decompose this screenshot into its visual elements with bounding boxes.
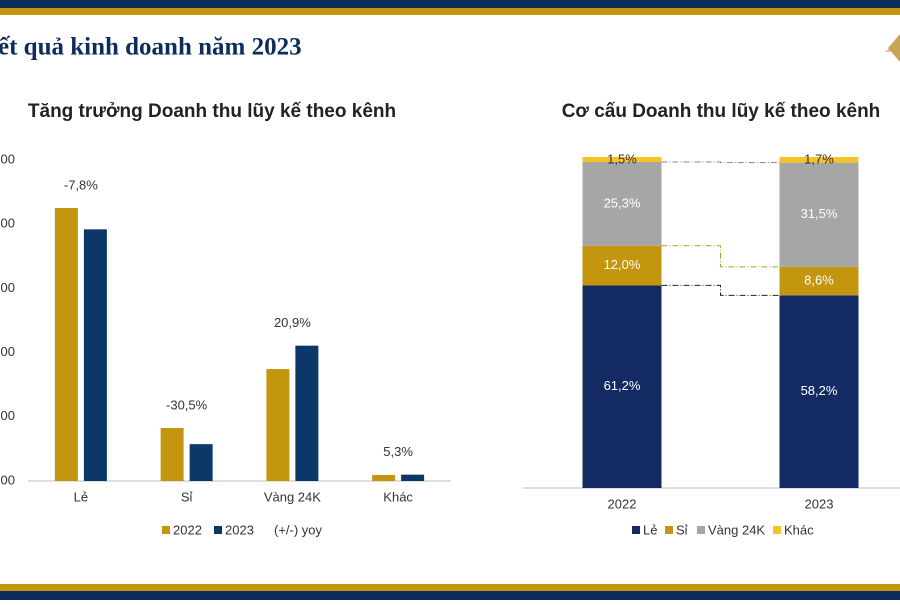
- value-label: 61,2%: [604, 378, 641, 393]
- bar-segment: [582, 161, 662, 246]
- value-label: 12,0%: [604, 257, 641, 272]
- top-band: [0, 8, 900, 15]
- legend-label: 2022: [173, 522, 202, 537]
- bar-segment: [582, 285, 662, 488]
- bottom-band: [0, 584, 900, 591]
- legend-label: (+/-) yoy: [274, 522, 323, 537]
- value-label: 25,3%: [604, 195, 641, 210]
- legend-swatch: [632, 526, 640, 534]
- bar: [160, 427, 184, 481]
- yoy-label: -7,8%: [64, 177, 98, 192]
- legend-swatch: [697, 526, 705, 534]
- legend-swatch: [773, 526, 781, 534]
- connector: [661, 284, 780, 296]
- yoy-label: 5,3%: [383, 444, 413, 459]
- y-tick-label: 00: [1, 151, 15, 166]
- bar: [401, 474, 425, 481]
- x-tick-label: Sỉ: [181, 489, 193, 504]
- x-tick-label: Khác: [383, 489, 413, 504]
- yoy-label: 20,9%: [274, 315, 311, 330]
- y-tick-label: 00: [1, 344, 15, 359]
- bar: [372, 474, 396, 481]
- legend-label: 2023: [225, 522, 254, 537]
- y-tick-label: 000: [0, 472, 15, 487]
- connector: [661, 161, 780, 164]
- legend-label: Lẻ: [643, 522, 657, 537]
- legend-label: Sỉ: [676, 522, 688, 537]
- value-label: 1,7%: [804, 151, 834, 166]
- page-title: ết quả kinh doanh năm 2023: [0, 34, 302, 61]
- bar: [266, 369, 290, 481]
- yoy-label: -30,5%: [166, 397, 208, 412]
- legend-swatch: [214, 526, 222, 534]
- chart-title: Cơ cấu Doanh thu lũy kế theo kênh: [562, 101, 881, 122]
- logo: [884, 34, 900, 62]
- chart-title: Tăng trưởng Doanh thu lũy kế theo kênh: [28, 101, 396, 122]
- bar-segment: [779, 266, 859, 296]
- connector: [661, 245, 780, 268]
- bar-segment: [582, 157, 662, 162]
- bar-segment: [582, 245, 662, 286]
- bar: [83, 229, 107, 481]
- x-tick-label: 2022: [608, 496, 637, 511]
- value-label: 8,6%: [804, 273, 834, 288]
- bar: [295, 345, 319, 481]
- top-band: [0, 0, 900, 8]
- legend-label: Vàng 24K: [708, 522, 765, 537]
- value-label: 1,5%: [607, 151, 637, 166]
- bar: [189, 444, 213, 481]
- bar-segment: [779, 157, 859, 163]
- bar-segment: [779, 162, 859, 267]
- value-label: 58,2%: [801, 383, 838, 398]
- y-tick-label: 00: [1, 280, 15, 295]
- bottom-band: [0, 591, 900, 600]
- x-tick-label: 2023: [805, 496, 834, 511]
- legend-label: Khác: [784, 522, 814, 537]
- legend-swatch: [162, 526, 170, 534]
- y-tick-label: 00: [1, 216, 15, 231]
- bar-segment: [779, 295, 859, 488]
- value-label: 31,5%: [801, 206, 838, 221]
- x-tick-label: Lẻ: [74, 489, 88, 504]
- y-tick-label: 00: [1, 408, 15, 423]
- legend-swatch: [665, 526, 673, 534]
- x-tick-label: Vàng 24K: [264, 489, 321, 504]
- bar: [54, 208, 78, 481]
